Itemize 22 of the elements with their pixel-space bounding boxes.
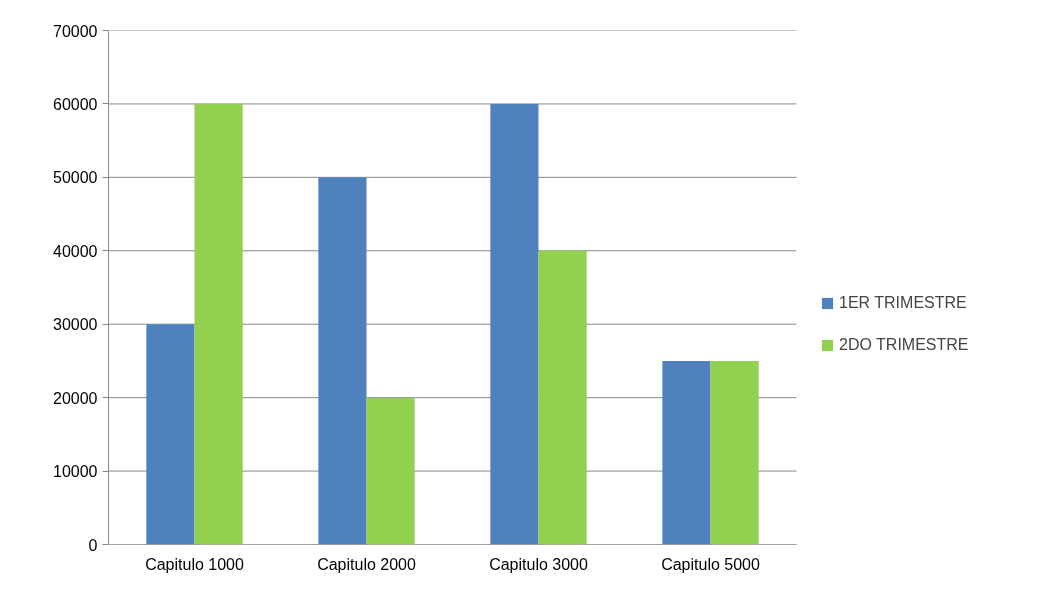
legend-label: 2DO TRIMESTRE	[839, 336, 969, 354]
y-tick-label: 0	[88, 536, 98, 554]
y-tick-label: 50000	[53, 169, 98, 187]
bar	[662, 360, 711, 545]
x-tick-label: Capitulo 5000	[661, 555, 760, 573]
y-tick-label: 20000	[53, 389, 98, 407]
bar	[366, 397, 415, 545]
legend-label: 1ER TRIMESTRE	[839, 294, 967, 312]
bar	[318, 177, 367, 545]
bar	[710, 360, 759, 545]
x-tick-label: Capitulo 2000	[317, 555, 416, 573]
x-tick-label: Capitulo 3000	[489, 555, 588, 573]
y-tick-label: 30000	[53, 316, 98, 334]
x-tick-label: Capitulo 1000	[145, 555, 244, 573]
y-tick-label: 70000	[53, 22, 98, 40]
y-tick-label: 10000	[53, 463, 98, 481]
bar	[538, 250, 587, 545]
y-tick-label: 40000	[53, 242, 98, 260]
bar	[194, 103, 243, 545]
y-tick-label: 60000	[53, 95, 98, 113]
bar	[490, 103, 539, 545]
bar	[146, 324, 195, 545]
